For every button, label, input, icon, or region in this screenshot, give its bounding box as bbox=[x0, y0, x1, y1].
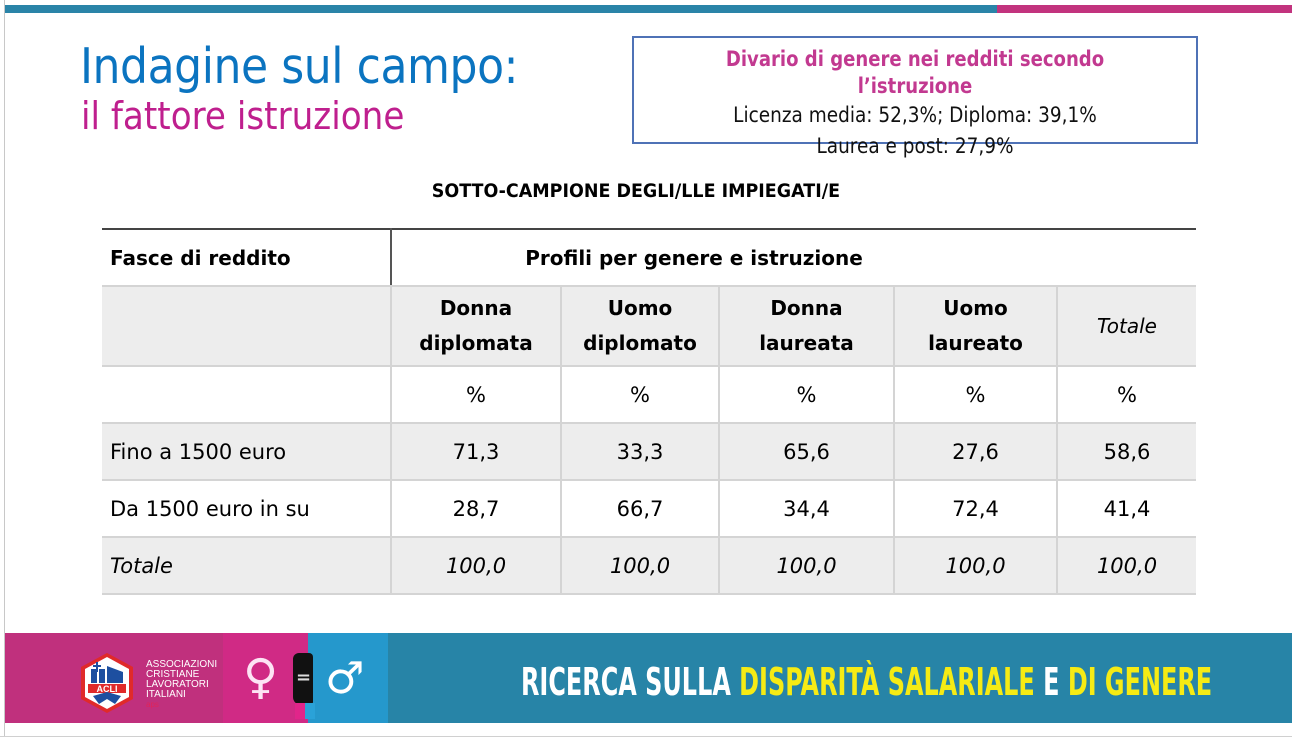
top-accent-bar-blue bbox=[5, 5, 997, 13]
footer-light-blue-panel bbox=[308, 633, 388, 723]
table-cell: 100,0 bbox=[560, 537, 719, 595]
row-label: Fino a 1500 euro bbox=[102, 423, 391, 481]
unit-cell: % bbox=[560, 366, 719, 424]
unit-cell-empty bbox=[102, 366, 391, 424]
income-table: Fasce di reddito Profili per genere e is… bbox=[102, 228, 1196, 595]
unit-cell: % bbox=[718, 366, 894, 424]
unit-cell: % bbox=[1056, 366, 1196, 424]
table-cell: 58,6 bbox=[1056, 423, 1196, 481]
unit-row: % % % % % bbox=[102, 366, 1196, 424]
table-row-total: Totale 100,0 100,0 100,0 100,0 100,0 bbox=[102, 537, 1196, 595]
table-row: Fino a 1500 euro 71,3 33,3 65,6 27,6 58,… bbox=[102, 423, 1196, 481]
row-label: Totale bbox=[102, 537, 391, 595]
column-header-donna-diplomata: Donna diplomata bbox=[390, 286, 561, 367]
organization-name: ASSOCIAZIONI CRISTIANE LAVORATORI ITALIA… bbox=[146, 659, 218, 710]
table-cell: 34,4 bbox=[718, 480, 894, 538]
research-banner-title: RICERCA SULLA DISPARITÀ SALARIALE E DI G… bbox=[521, 660, 1213, 704]
acli-logo-icon: ACLI bbox=[81, 653, 133, 713]
row-label: Da 1500 euro in su bbox=[102, 480, 391, 538]
column-header-uomo-diplomato: Uomo diplomato bbox=[560, 286, 719, 367]
table-caption: SOTTO-CAMPIONE DEGLI/LLE IMPIEGATI/E bbox=[0, 180, 1292, 203]
table-cell: 71,3 bbox=[390, 423, 561, 481]
info-box-line-2: Laurea e post: 27,9% bbox=[816, 134, 1014, 158]
table-cell: 27,6 bbox=[893, 423, 1057, 481]
info-box-title: Divario di genere nei redditi secondo l’… bbox=[725, 47, 1105, 98]
equality-tag-icon: = bbox=[293, 653, 313, 705]
table-cell: 65,6 bbox=[718, 423, 894, 481]
row-header-label: Fasce di reddito bbox=[102, 228, 392, 287]
column-header-donna-laureata: Donna laureata bbox=[718, 286, 894, 367]
unit-cell: % bbox=[390, 366, 561, 424]
table-cell: 100,0 bbox=[390, 537, 561, 595]
table-cell: 100,0 bbox=[893, 537, 1057, 595]
table-cell: 41,4 bbox=[1056, 480, 1196, 538]
page-title: Indagine sul campo: bbox=[80, 38, 519, 95]
info-box-line-1: Licenza media: 52,3%; Diploma: 39,1% bbox=[733, 103, 1097, 127]
slide-frame bbox=[4, 0, 1292, 737]
column-header-uomo-laureato: Uomo laureato bbox=[893, 286, 1057, 367]
venus-female-icon: ♀ bbox=[243, 649, 279, 705]
table-row: Da 1500 euro in su 28,7 66,7 34,4 72,4 4… bbox=[102, 480, 1196, 538]
mars-male-icon: ♂ bbox=[325, 653, 365, 704]
svg-text:ACLI: ACLI bbox=[97, 684, 118, 694]
page-subtitle: il fattore istruzione bbox=[81, 94, 405, 138]
top-accent-bar-pink bbox=[997, 5, 1292, 13]
column-header-empty bbox=[102, 286, 391, 367]
table-cell: 100,0 bbox=[1056, 537, 1196, 595]
table-header-row: Fasce di reddito Profili per genere e is… bbox=[102, 228, 1196, 287]
table-cell: 33,3 bbox=[560, 423, 719, 481]
table-cell: 66,7 bbox=[560, 480, 719, 538]
table-caption-text: SOTTO-CAMPIONE DEGLI/LLE IMPIEGATI/E bbox=[431, 180, 841, 202]
equal-sign-icon: = bbox=[296, 667, 312, 688]
table-cell: 72,4 bbox=[893, 480, 1057, 538]
table-cell: 28,7 bbox=[390, 480, 561, 538]
slide-bottom-border bbox=[0, 736, 1292, 737]
group-header-label: Profili per genere e istruzione bbox=[391, 228, 1196, 287]
footer-banner: ACLI ASSOCIAZIONI CRISTIANE LAVORATORI I… bbox=[5, 633, 1292, 723]
unit-cell: % bbox=[893, 366, 1057, 424]
gender-gap-info-box: Divario di genere nei redditi secondo l’… bbox=[632, 36, 1198, 158]
column-header-row: Donna diplomata Uomo diplomato Donna laurea… bbox=[102, 286, 1196, 367]
ribbon-icon bbox=[295, 703, 315, 719]
table-cell: 100,0 bbox=[718, 537, 894, 595]
footer-blue-panel bbox=[388, 633, 1292, 723]
column-header-totale: Totale bbox=[1056, 286, 1196, 367]
